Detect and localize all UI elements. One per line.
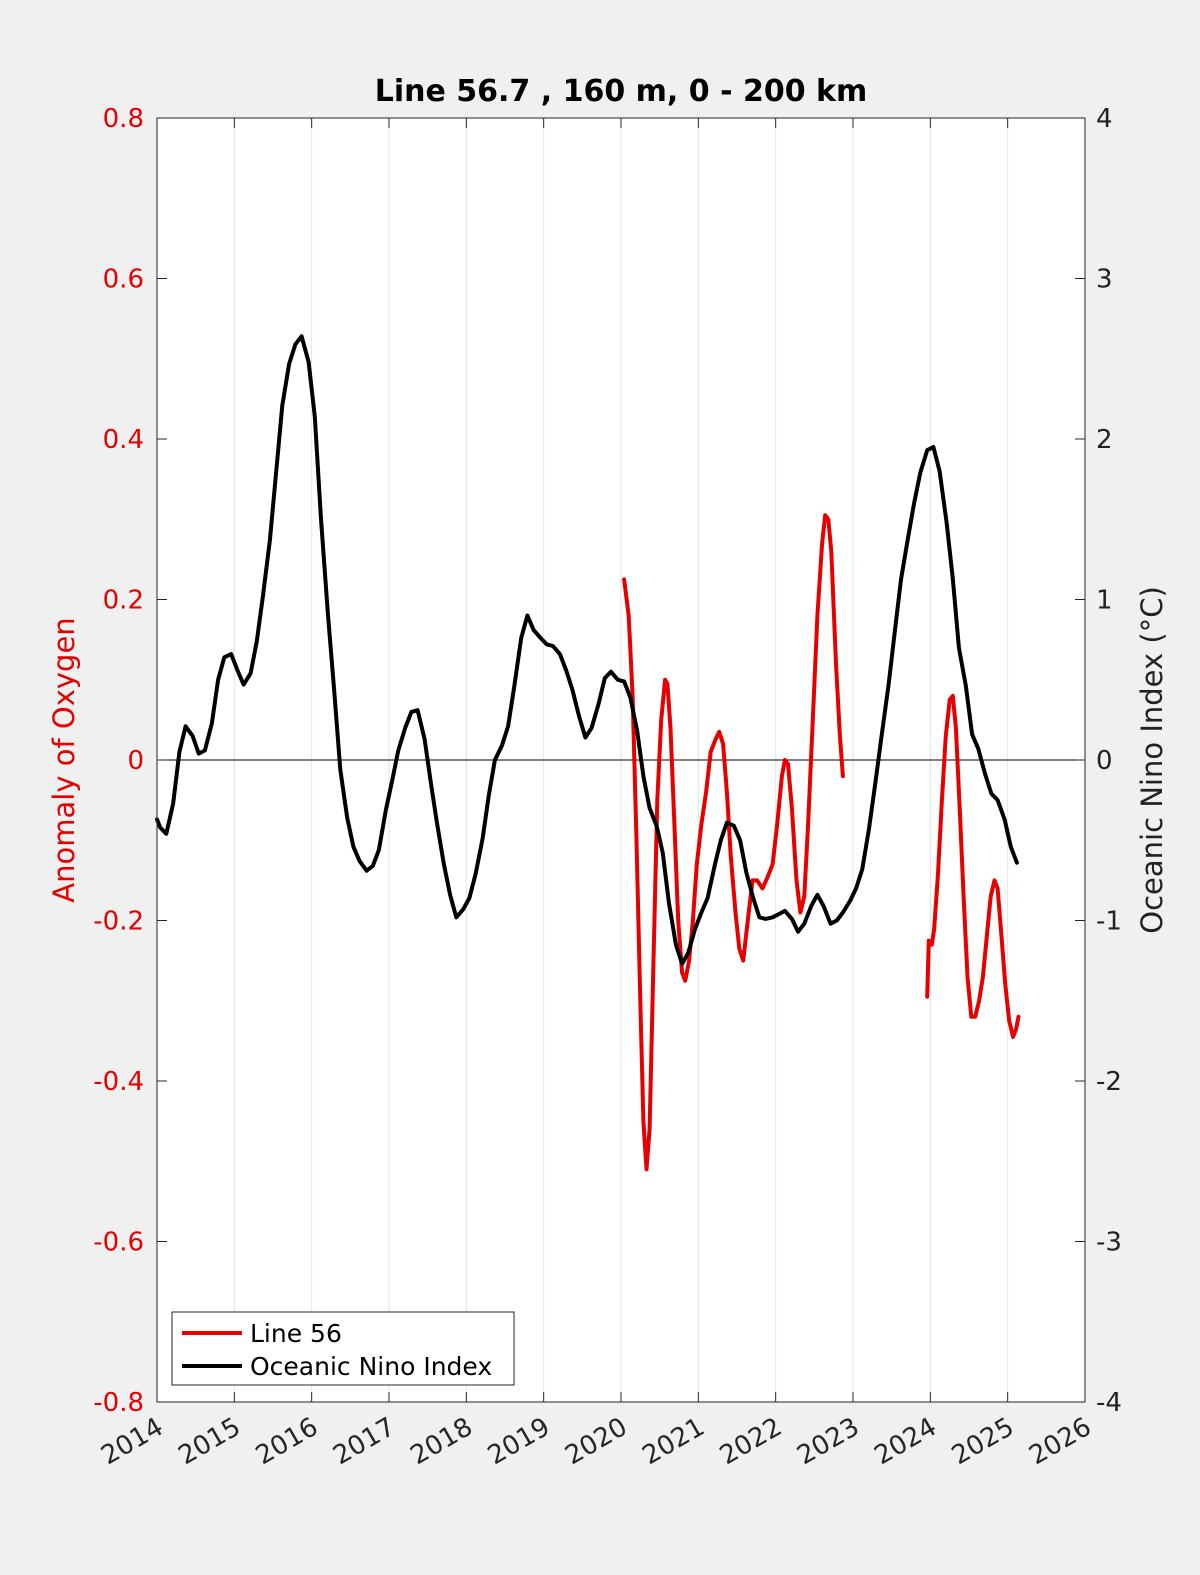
left-axis-label: Anomaly of Oxygen — [47, 617, 81, 902]
right-tick-label: 2 — [1096, 425, 1113, 455]
legend: Line 56 Oceanic Nino Index — [171, 1311, 515, 1386]
right-tick-label: -1 — [1096, 907, 1122, 937]
legend-label-line-56: Line 56 — [250, 1319, 342, 1348]
right-tick-label: 1 — [1096, 586, 1113, 616]
left-tick-label: 0 — [127, 746, 144, 776]
series-lines — [155, 334, 1021, 1172]
left-tick-label: -0.8 — [93, 1388, 144, 1418]
right-tick-label: -4 — [1096, 1388, 1122, 1418]
left-tick-label: 0.4 — [103, 425, 144, 455]
legend-box — [171, 1311, 515, 1386]
left-tick-label: 0.8 — [103, 104, 144, 134]
left-tick-label: -0.6 — [93, 1228, 144, 1258]
right-tick-label: 0 — [1096, 746, 1113, 776]
right-tick-label: 3 — [1096, 265, 1113, 295]
left-tick-label: -0.2 — [93, 907, 144, 937]
right-tick-label: 4 — [1096, 104, 1113, 134]
chart-title: Line 56.7 , 160 m, 0 - 200 km — [375, 74, 868, 109]
series-oceanic-nino-index-segment-0 — [155, 334, 1019, 966]
left-tick-label: -0.4 — [93, 1067, 144, 1097]
right-axis-label: Oceanic Nino Index (°C) — [1135, 586, 1169, 934]
series-line-56-segment-1 — [925, 693, 1021, 1039]
right-y-axis: -4 -3 -2 -1 0 1 2 3 4 — [1075, 104, 1122, 1418]
legend-label-oni: Oceanic Nino Index — [250, 1352, 492, 1381]
left-tick-label: 0.6 — [103, 265, 144, 295]
left-tick-label: 0.2 — [103, 586, 144, 616]
right-tick-label: -3 — [1096, 1228, 1122, 1258]
right-tick-label: -2 — [1096, 1067, 1122, 1097]
left-y-axis: -0.8 -0.6 -0.4 -0.2 0 0.2 0.4 0.6 0.8 — [93, 104, 167, 1418]
